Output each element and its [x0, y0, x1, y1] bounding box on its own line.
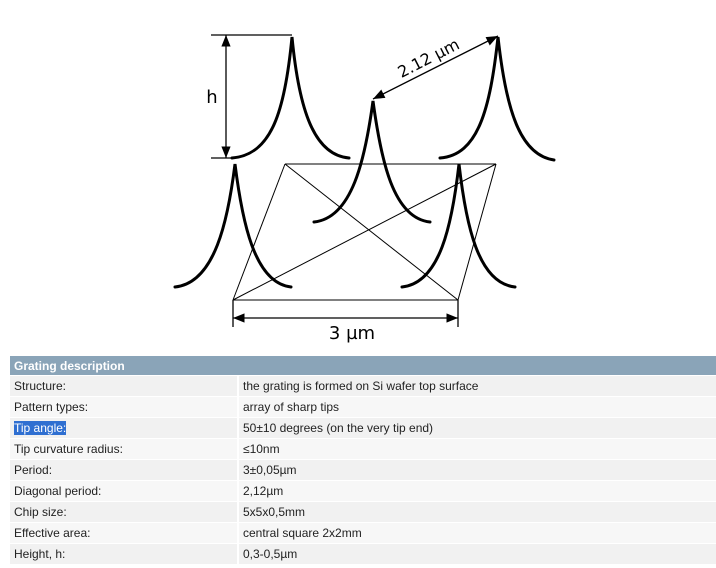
table-row: Pattern types: array of sharp tips: [10, 397, 716, 417]
diagonal-period-label: 2.12 µm: [395, 35, 463, 82]
parallelogram-diagonal-1: [284, 163, 459, 301]
row-key-height: Height, h:: [10, 544, 237, 564]
row-key-tip-curvature-radius: Tip curvature radius:: [10, 439, 237, 459]
row-key-tip-angle: Tip angle:: [10, 418, 237, 438]
row-key-pattern-types: Pattern types:: [10, 397, 237, 417]
table-row: Structure: the grating is formed on Si w…: [10, 376, 716, 396]
tip-center: [312, 100, 432, 224]
table-header: Grating description: [10, 356, 716, 375]
parallelogram-left-edge: [232, 163, 286, 301]
row-value-effective-area: central square 2x2mm: [237, 523, 716, 543]
row-value-period: 3±0,05µm: [237, 460, 716, 480]
row-key-period: Period:: [10, 460, 237, 480]
tip-grating-diagram: h 2.12 µm 3 µm: [173, 34, 556, 344]
height-label: h: [206, 87, 217, 108]
row-value-diagonal-period: 2,12µm: [237, 481, 716, 501]
tip-back-left: [230, 36, 351, 160]
height-dimension: [211, 34, 292, 159]
parallelogram-outline: [232, 163, 497, 301]
parallelogram-right-edge: [457, 163, 497, 301]
row-key-effective-area: Effective area:: [10, 523, 237, 543]
parallelogram-diagonal-2: [232, 163, 497, 301]
tip-front-left: [173, 163, 293, 289]
row-key-structure: Structure:: [10, 376, 237, 396]
selected-text-tip-angle[interactable]: Tip angle:: [14, 421, 67, 435]
table-row: Tip angle: 50±10 degrees (on the very ti…: [10, 418, 716, 438]
tip-back-right: [438, 36, 556, 162]
diagonal-period-arrow: [372, 35, 499, 100]
table-row: Height, h: 0,3-0,5µm: [10, 544, 716, 564]
row-key-chip-size: Chip size:: [10, 502, 237, 522]
row-value-tip-angle: 50±10 degrees (on the very tip end): [237, 418, 716, 438]
table-row: Chip size: 5x5x0,5mm: [10, 502, 716, 522]
period-label: 3 µm: [329, 323, 375, 344]
row-value-structure: the grating is formed on Si wafer top su…: [237, 376, 716, 396]
table-row: Diagonal period: 2,12µm: [10, 481, 716, 501]
table-row: Effective area: central square 2x2mm: [10, 523, 716, 543]
row-value-pattern-types: array of sharp tips: [237, 397, 716, 417]
row-key-diagonal-period: Diagonal period:: [10, 481, 237, 501]
row-value-height: 0,3-0,5µm: [237, 544, 716, 564]
row-value-chip-size: 5x5x0,5mm: [237, 502, 716, 522]
period-dimension: [232, 300, 459, 327]
table-row: Period: 3±0,05µm: [10, 460, 716, 480]
grating-description-table: Grating description Structure: the grati…: [10, 355, 716, 565]
table-row: Tip curvature radius: ≤10nm: [10, 439, 716, 459]
row-value-tip-curvature-radius: ≤10nm: [237, 439, 716, 459]
tip-front-right: [400, 163, 517, 289]
